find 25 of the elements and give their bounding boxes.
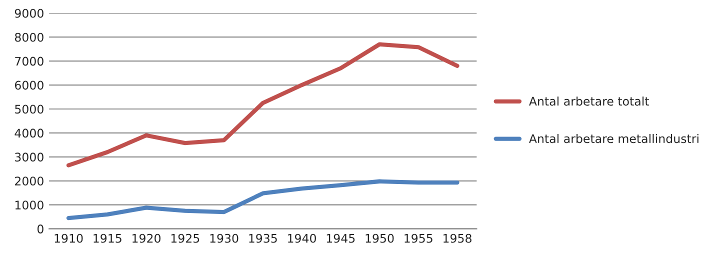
y-tick-label: 5000: [15, 104, 44, 114]
y-tick-label: 6000: [14, 80, 44, 90]
x-tick-label: 1958: [444, 234, 472, 243]
line-series: [66, 179, 460, 220]
legend-label: Antal arbetare metallindustri: [529, 134, 698, 144]
x-tick-label: 1915: [94, 234, 122, 243]
y-tick-label: 0: [37, 224, 44, 234]
x-tick-label: 1950: [366, 234, 394, 243]
x-tick-label: 1925: [171, 234, 200, 243]
x-tick-label: 1920: [132, 234, 160, 243]
x-tick-label: 1930: [210, 234, 238, 243]
line-series: [66, 42, 460, 168]
y-tick-label: 9000: [14, 8, 44, 18]
y-tick-label: 4000: [14, 128, 44, 138]
x-tick-label: 1945: [326, 234, 355, 243]
y-tick-label: 2000: [15, 176, 44, 186]
x-tick-label: 1935: [249, 234, 277, 243]
x-tick-label: 1940: [288, 234, 316, 243]
y-tick-label: 7000: [15, 56, 44, 66]
y-tick-label: 8000: [14, 32, 44, 42]
legend-label: Antal arbetare totalt: [529, 96, 650, 106]
y-tick-label: 1000: [15, 200, 44, 210]
y-tick-label: 3000: [15, 152, 44, 162]
x-tick-label: 1910: [54, 234, 83, 243]
x-tick-label: 1955: [404, 234, 432, 243]
